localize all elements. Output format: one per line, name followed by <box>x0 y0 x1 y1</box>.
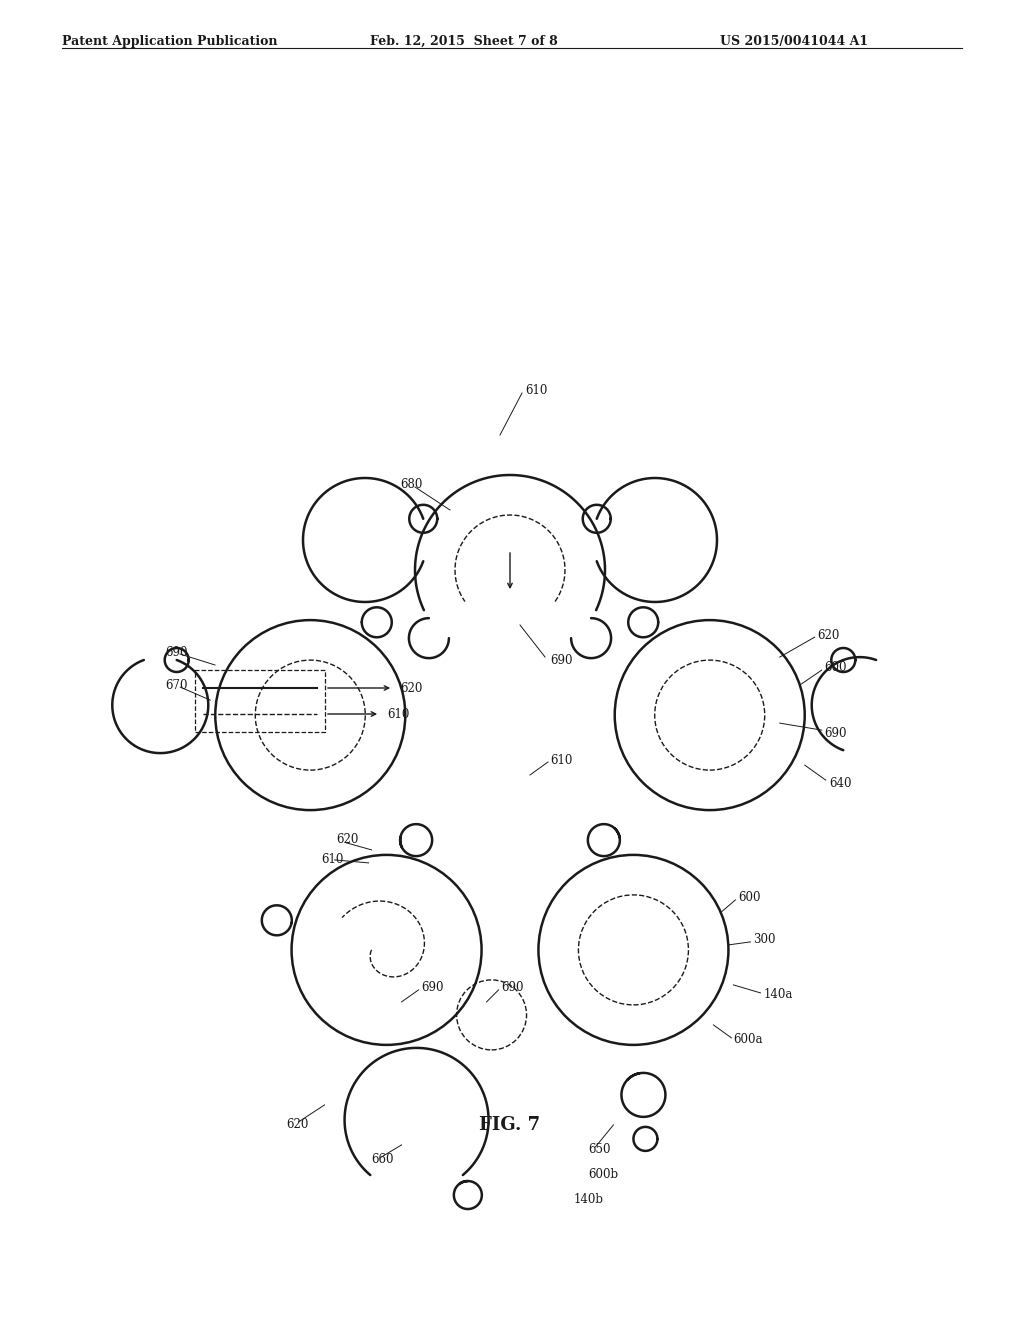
Text: 690: 690 <box>165 645 187 659</box>
Text: 650: 650 <box>589 1143 611 1156</box>
Text: 600: 600 <box>824 660 847 673</box>
Text: 620: 620 <box>818 628 840 642</box>
Text: 300: 300 <box>754 933 776 946</box>
Text: 610: 610 <box>322 854 344 866</box>
Text: 620: 620 <box>337 833 359 846</box>
Text: 620: 620 <box>287 1118 309 1131</box>
Text: 610: 610 <box>525 384 548 396</box>
Text: 690: 690 <box>824 726 847 739</box>
Text: 690: 690 <box>422 981 444 994</box>
Text: Patent Application Publication: Patent Application Publication <box>62 36 278 48</box>
Text: US 2015/0041044 A1: US 2015/0041044 A1 <box>720 36 868 48</box>
Text: 690: 690 <box>550 653 572 667</box>
Text: 600: 600 <box>738 891 761 904</box>
Text: FIG. 7: FIG. 7 <box>479 1115 541 1134</box>
Text: Feb. 12, 2015  Sheet 7 of 8: Feb. 12, 2015 Sheet 7 of 8 <box>370 36 558 48</box>
Text: 680: 680 <box>400 479 422 491</box>
Text: 690: 690 <box>502 981 524 994</box>
Text: 660: 660 <box>372 1154 394 1167</box>
Text: 600a: 600a <box>733 1034 763 1047</box>
Text: 140a: 140a <box>764 989 793 1002</box>
Text: 640: 640 <box>829 776 852 789</box>
Text: 610: 610 <box>387 708 410 721</box>
Text: 670: 670 <box>165 678 187 692</box>
Text: 600b: 600b <box>589 1168 618 1181</box>
Text: 620: 620 <box>400 681 422 694</box>
Text: 610: 610 <box>550 754 572 767</box>
Text: 140b: 140b <box>573 1193 603 1206</box>
